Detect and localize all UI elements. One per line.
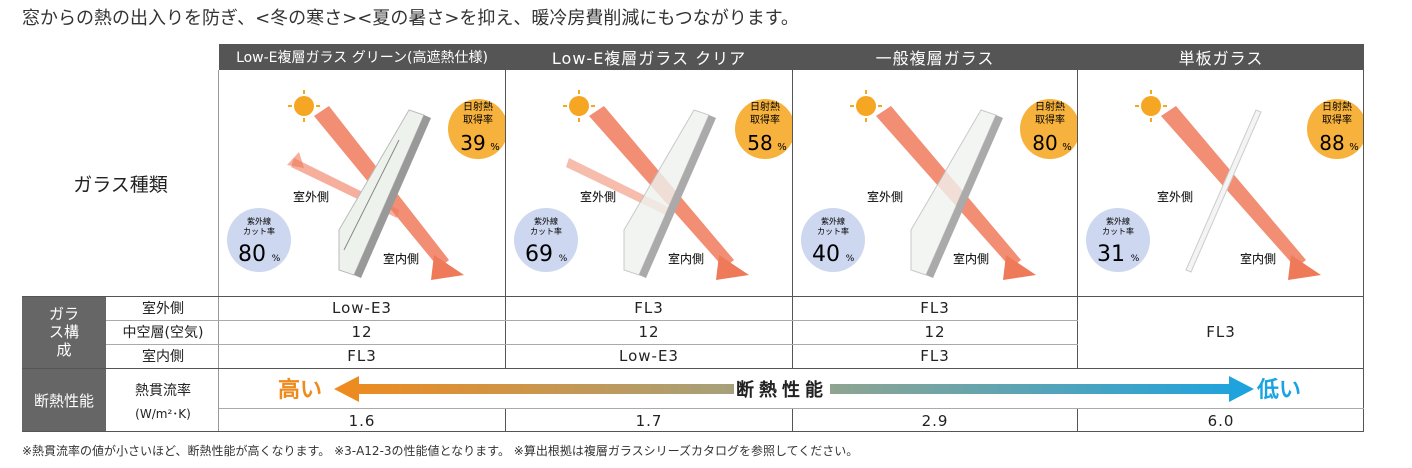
header-standard-double: 一般複層ガラス bbox=[793, 44, 1077, 70]
performance-label: 断熱性能 bbox=[22, 369, 106, 432]
header-low-e-green: Low-E複層ガラス グリーン(高遮熱仕様) bbox=[219, 44, 505, 70]
header-single-pane: 単板ガラス bbox=[1078, 44, 1364, 70]
diagram-col3: 日射熱 取得率 80 % 室外側 紫外線 カット率 40 % 室内側 bbox=[793, 70, 1080, 296]
svg-text:室内側: 室内側 bbox=[953, 251, 989, 266]
col3-u-value: 2.9 bbox=[921, 412, 949, 430]
svg-text:%: % bbox=[1062, 142, 1072, 153]
sun-icon bbox=[569, 96, 589, 116]
col1-outside: Low-E3 bbox=[332, 299, 392, 317]
solar-gain-badge bbox=[448, 99, 508, 159]
col1-air: 12 bbox=[351, 323, 373, 341]
u-value-label: 熱貫流率 bbox=[135, 383, 191, 399]
uv-value: 40 bbox=[812, 242, 840, 267]
uv-cut-badge bbox=[514, 208, 578, 272]
svg-text:カット率: カット率 bbox=[1102, 226, 1134, 236]
svg-text:日射熱: 日射熱 bbox=[750, 100, 780, 113]
sun-icon bbox=[856, 96, 876, 116]
svg-text:日射熱: 日射熱 bbox=[1035, 100, 1065, 113]
col1-inside: FL3 bbox=[347, 347, 377, 365]
ray-arrowhead bbox=[716, 255, 749, 280]
col4-u-value: 6.0 bbox=[1207, 412, 1235, 430]
diagram-col2: 日射熱 取得率 58 % 室外側 紫外線 カット率 69 % 室内側 bbox=[506, 70, 795, 296]
col2-inside: Low-E3 bbox=[619, 347, 679, 365]
air-row-label: 中空層(空気) bbox=[122, 325, 204, 341]
col4-single: FL3 bbox=[1206, 323, 1236, 341]
col2-outside: FL3 bbox=[634, 299, 664, 317]
svg-text:日射熱: 日射熱 bbox=[1322, 100, 1352, 113]
svg-text:紫外線: 紫外線 bbox=[247, 216, 271, 226]
glass-diagram: 日射熱 取得率 39 % 室外側 紫外線 カット率 80 % 室内側 bbox=[227, 90, 508, 280]
svg-text:取得率: 取得率 bbox=[750, 113, 780, 126]
uv-cut-badge bbox=[801, 208, 865, 272]
inside-row-label: 室内側 bbox=[142, 349, 184, 365]
col3-inside: FL3 bbox=[920, 347, 950, 365]
svg-text:%: % bbox=[272, 254, 281, 264]
diagram-col1: 日射熱 取得率 39 % 室外側 紫外線 カット率 80 % 室内側 bbox=[219, 70, 508, 296]
sun-icon bbox=[1141, 96, 1161, 116]
header-low-e-clear: Low-E複層ガラス クリア bbox=[506, 44, 792, 70]
performance-center-label: 断熱性能 bbox=[734, 376, 830, 402]
svg-text:%: % bbox=[1349, 142, 1359, 153]
glass-type-label: ガラス種類 bbox=[73, 173, 168, 196]
glass-diagram: 日射熱 取得率 58 % 室外側 紫外線 カット率 69 % 室内側 bbox=[514, 90, 795, 280]
svg-text:取得率: 取得率 bbox=[1035, 113, 1065, 126]
svg-text:室外側: 室外側 bbox=[867, 189, 903, 204]
svg-text:%: % bbox=[1131, 254, 1140, 264]
glass-diagram: 日射熱 取得率 80 % 室外側 紫外線 カット率 40 % 室内側 bbox=[801, 90, 1080, 280]
svg-text:取得率: 取得率 bbox=[1322, 113, 1352, 126]
svg-text:%: % bbox=[846, 254, 855, 264]
sun-icon bbox=[294, 96, 314, 116]
intro-text: 窓からの熱の出入りを防ぎ、<冬の寒さ><夏の暑さ>を抑え、暖冷房費削減にもつなが… bbox=[22, 8, 799, 29]
svg-text:%: % bbox=[490, 142, 500, 153]
solar-value: 39 bbox=[460, 131, 485, 155]
glass-pane-icon bbox=[1185, 109, 1262, 273]
low-label: 低い bbox=[1257, 378, 1302, 403]
svg-text:カット率: カット率 bbox=[530, 226, 562, 236]
outside-row-label: 室外側 bbox=[142, 301, 184, 317]
solar-gain-badge bbox=[1307, 99, 1367, 159]
diagram-col4: 日射熱 取得率 88 % 室外側 紫外線 カット率 31 % 室内側 bbox=[1078, 70, 1367, 296]
svg-text:室外側: 室外側 bbox=[580, 189, 616, 204]
solar-label-2: 取得率 bbox=[463, 113, 493, 126]
svg-text:室内側: 室内側 bbox=[668, 251, 704, 266]
solar-gain-badge bbox=[735, 99, 795, 159]
uv-value: 69 bbox=[525, 242, 553, 267]
high-label: 高い bbox=[278, 378, 323, 403]
solar-ray bbox=[1161, 106, 1306, 268]
svg-text:紫外線: 紫外線 bbox=[534, 216, 558, 226]
uv-cut-badge bbox=[1086, 208, 1150, 272]
solar-value: 88 bbox=[1319, 131, 1344, 155]
col3-air: 12 bbox=[924, 323, 946, 341]
glass-pane-icon bbox=[910, 109, 997, 276]
composition-label: ガラス構成 bbox=[22, 296, 106, 368]
solar-value: 80 bbox=[1032, 131, 1057, 155]
solar-value: 58 bbox=[747, 131, 772, 155]
ray-arrowhead bbox=[431, 255, 464, 280]
solar-gain-badge bbox=[1020, 99, 1080, 159]
glass-comparison-table: Low-E複層ガラス グリーン(高遮熱仕様) Low-E複層ガラス クリア 一般… bbox=[22, 44, 1367, 432]
uv-cut-badge bbox=[227, 208, 291, 272]
footnote: ※熱貫流率の値が小さいほど、断熱性能が高くなります。 ※3-A12-3の性能値と… bbox=[22, 444, 859, 458]
glass-diagram: 日射熱 取得率 88 % 室外側 紫外線 カット率 31 % 室内側 bbox=[1086, 90, 1367, 280]
ray-arrowhead bbox=[1003, 255, 1036, 280]
svg-text:カット率: カット率 bbox=[817, 226, 849, 236]
uv-value: 80 bbox=[238, 242, 266, 267]
solar-label-1: 日射熱 bbox=[463, 100, 493, 113]
svg-text:%: % bbox=[777, 142, 787, 153]
svg-text:紫外線: 紫外線 bbox=[1106, 216, 1130, 226]
svg-text:%: % bbox=[559, 254, 568, 264]
col3-outside: FL3 bbox=[920, 299, 950, 317]
col2-u-value: 1.7 bbox=[635, 412, 663, 430]
outside-label: 室外側 bbox=[293, 189, 329, 204]
svg-text:紫外線: 紫外線 bbox=[821, 216, 845, 226]
svg-text:室内側: 室内側 bbox=[1240, 251, 1276, 266]
inside-label: 室内側 bbox=[383, 251, 419, 266]
col2-air: 12 bbox=[638, 323, 660, 341]
ray-arrowhead bbox=[1288, 255, 1321, 280]
svg-text:カット率: カット率 bbox=[243, 226, 275, 236]
u-value-unit: (W/m²･K) bbox=[135, 406, 191, 421]
col1-u-value: 1.6 bbox=[348, 412, 376, 430]
svg-text:室外側: 室外側 bbox=[1157, 189, 1193, 204]
uv-value: 31 bbox=[1097, 242, 1125, 267]
